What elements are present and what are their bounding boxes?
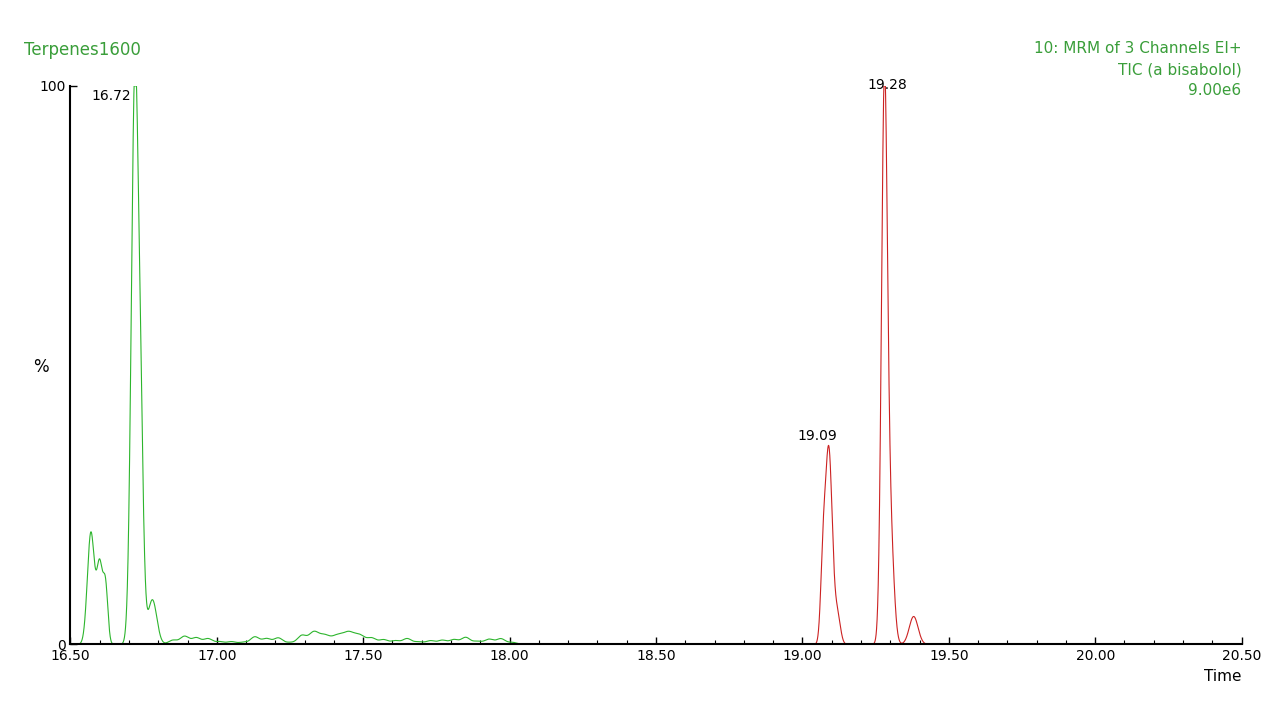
Text: 19.28: 19.28 <box>868 77 908 92</box>
Y-axis label: %: % <box>33 358 49 377</box>
Text: Terpenes1600: Terpenes1600 <box>23 42 141 59</box>
Text: 10: MRM of 3 Channels EI+
TIC (a bisabolol)
9.00e6: 10: MRM of 3 Channels EI+ TIC (a bisabol… <box>1034 42 1242 98</box>
Text: 16.72: 16.72 <box>92 89 132 102</box>
Text: 19.09: 19.09 <box>797 430 837 443</box>
X-axis label: Time: Time <box>1204 669 1242 684</box>
